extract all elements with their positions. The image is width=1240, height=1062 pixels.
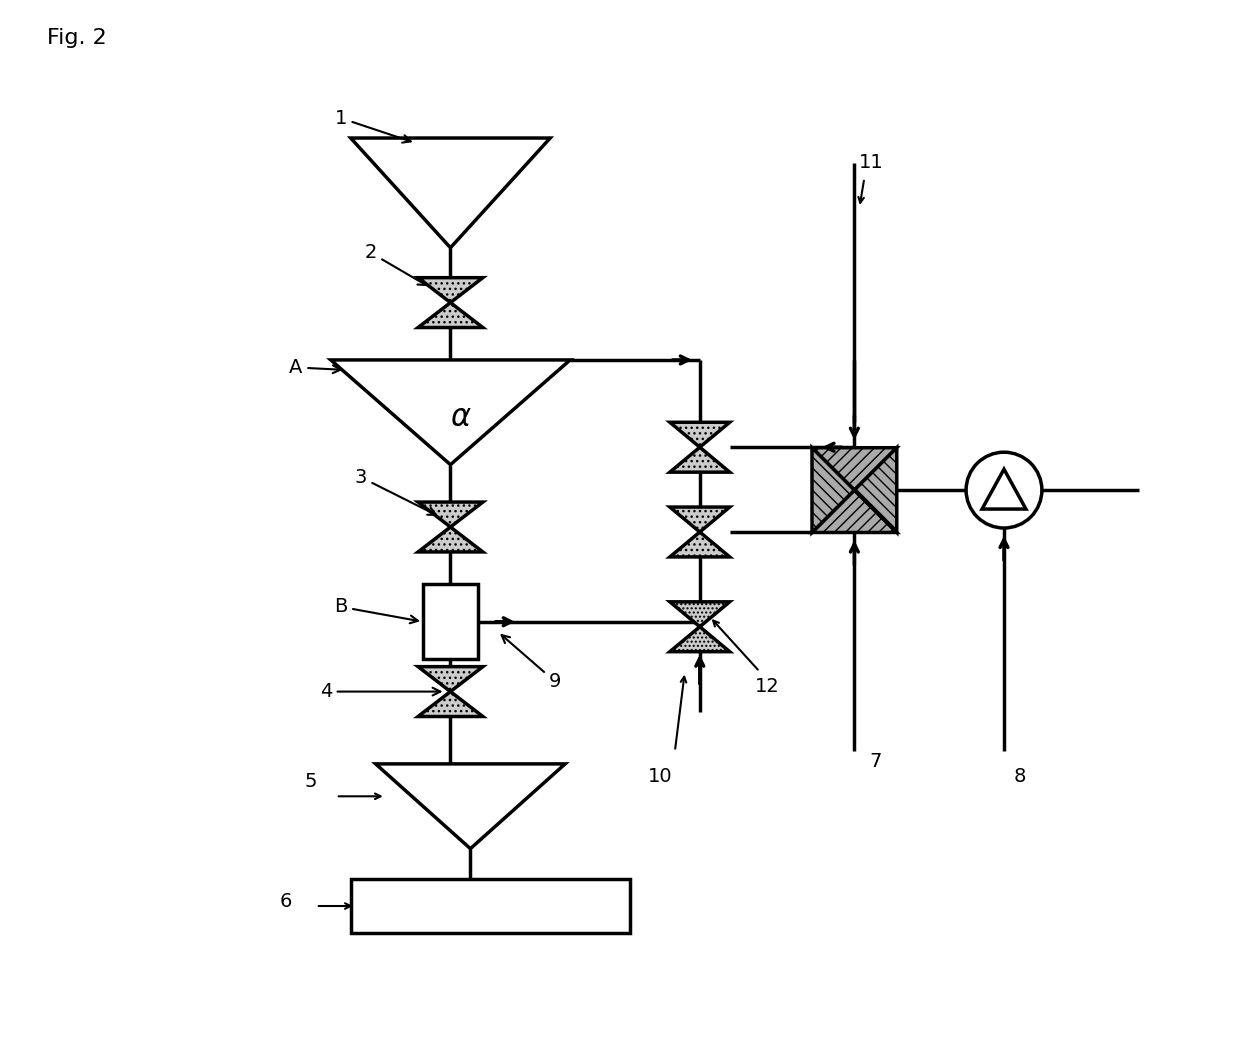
Polygon shape bbox=[331, 360, 570, 465]
Text: 12: 12 bbox=[755, 678, 780, 696]
Polygon shape bbox=[982, 469, 1025, 509]
Polygon shape bbox=[418, 527, 482, 552]
Text: 6: 6 bbox=[280, 891, 293, 910]
Polygon shape bbox=[670, 423, 729, 447]
Text: 3: 3 bbox=[355, 467, 436, 515]
Polygon shape bbox=[854, 448, 897, 532]
Polygon shape bbox=[670, 507, 729, 532]
Polygon shape bbox=[418, 667, 482, 691]
Text: α: α bbox=[450, 402, 470, 432]
Polygon shape bbox=[670, 627, 729, 652]
Polygon shape bbox=[376, 764, 565, 849]
Polygon shape bbox=[812, 490, 897, 532]
Bar bbox=[351, 878, 630, 933]
Text: 2: 2 bbox=[365, 243, 427, 285]
Text: 10: 10 bbox=[647, 767, 672, 786]
Text: 1: 1 bbox=[335, 108, 410, 142]
Text: 8: 8 bbox=[1014, 767, 1027, 786]
Text: B: B bbox=[334, 597, 418, 623]
Text: A: A bbox=[289, 358, 341, 377]
Polygon shape bbox=[418, 502, 482, 527]
Polygon shape bbox=[418, 277, 482, 303]
Text: 9: 9 bbox=[502, 635, 562, 691]
Text: 4: 4 bbox=[320, 682, 440, 701]
Polygon shape bbox=[812, 448, 854, 532]
Text: 5: 5 bbox=[305, 772, 317, 791]
Polygon shape bbox=[670, 532, 729, 556]
Text: Fig. 2: Fig. 2 bbox=[47, 29, 107, 48]
Polygon shape bbox=[670, 602, 729, 627]
Polygon shape bbox=[812, 448, 897, 490]
Polygon shape bbox=[351, 138, 551, 247]
Bar bbox=[423, 584, 477, 660]
Polygon shape bbox=[418, 303, 482, 327]
Text: 7: 7 bbox=[869, 752, 882, 771]
Text: 11: 11 bbox=[859, 154, 884, 172]
Polygon shape bbox=[418, 691, 482, 717]
Polygon shape bbox=[670, 447, 729, 473]
